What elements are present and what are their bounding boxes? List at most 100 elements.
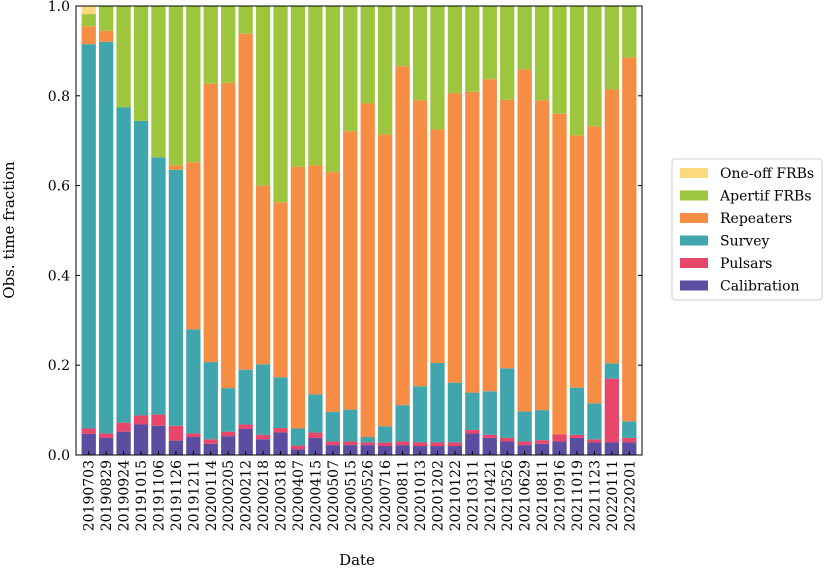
bar-segment-pulsars-20200318 [273, 428, 288, 433]
x-tick-label: 20200507 [326, 460, 342, 531]
x-tick-label: 20190829 [99, 460, 115, 531]
bar-segment-calibration-20191106 [151, 425, 166, 455]
legend-swatch-repeaters [680, 213, 708, 223]
bar-segment-apertif-frbs-20210421 [482, 6, 497, 80]
bar-segment-repeaters-20220201 [622, 57, 637, 422]
x-tick-label: 20210122 [448, 460, 464, 531]
bar-segment-pulsars-20191015 [133, 415, 149, 425]
bar-segment-calibration-20191015 [133, 424, 149, 455]
bar-segment-repeaters-20190829 [99, 30, 114, 42]
bar-segment-pulsars-20200526 [360, 442, 375, 446]
bar-segment-apertif-frbs-20210916 [552, 6, 567, 114]
bar-segment-pulsars-20210122 [447, 442, 463, 447]
bar-segment-survey-20200205 [221, 388, 236, 432]
bar-segment-calibration-20191126 [168, 440, 184, 455]
x-tick-label: 20200716 [378, 460, 394, 531]
bar-segment-apertif-frbs-20210629 [517, 6, 532, 70]
bar-segment-apertif-frbs-20211123 [587, 6, 602, 127]
bar-segment-pulsars-20200415 [308, 432, 323, 438]
bar-segment-pulsars-20201013 [412, 442, 428, 447]
legend-label-pulsars: Pulsars [720, 256, 772, 272]
bar-segment-repeaters-20211123 [587, 126, 602, 404]
y-tick-label: 0.0 [48, 448, 70, 464]
bar-segment-survey-20200318 [273, 377, 288, 429]
bar-segment-pulsars-20190829 [99, 433, 114, 438]
bar-segment-calibration-20200716 [378, 446, 393, 455]
x-tick-label: 20210311 [465, 460, 481, 531]
legend-swatch-one-off-frbs [680, 168, 708, 178]
bar-segment-apertif-frbs-20201013 [412, 6, 428, 101]
bar-segment-pulsars-20190924 [116, 422, 131, 432]
bar-segment-apertif-frbs-20200811 [395, 6, 410, 67]
bar-segment-repeaters-20220111 [604, 89, 619, 364]
x-tick-label: 20200407 [291, 460, 307, 531]
legend-label-survey: Survey [720, 234, 769, 250]
bar-segment-survey-20211019 [569, 387, 585, 435]
bar-segment-apertif-frbs-20200212 [238, 6, 253, 34]
bar-segment-repeaters-20210916 [552, 113, 567, 435]
bar-segment-calibration-20200415 [308, 437, 323, 455]
x-tick-label: 20210916 [553, 460, 569, 531]
bar-segment-calibration-20190829 [99, 437, 114, 455]
bar-segment-survey-20200114 [203, 362, 218, 440]
bar-segment-calibration-20210811 [534, 443, 550, 455]
bar-segment-calibration-20190703 [81, 433, 96, 455]
bar-segment-calibration-20191211 [186, 437, 201, 455]
bar-segment-survey-20191015 [133, 120, 149, 416]
bar-segment-apertif-frbs-20191106 [151, 6, 166, 158]
x-tick-label: 20220111 [605, 460, 621, 531]
x-tick-label: 20191106 [151, 460, 167, 531]
x-tick-label: 20191126 [169, 460, 185, 531]
bar-segment-apertif-frbs-20200205 [221, 6, 236, 83]
plot-frame [75, 5, 643, 456]
bar-segment-pulsars-20190703 [81, 428, 96, 434]
y-tick-label: 0.4 [48, 268, 70, 284]
bar-segment-calibration-20200318 [273, 432, 288, 455]
bar-segment-repeaters-20200515 [343, 131, 358, 410]
bar-segment-calibration-20210916 [552, 441, 567, 455]
bar-segment-apertif-frbs-20200218 [255, 6, 271, 186]
bar-segment-repeaters-20200114 [203, 83, 218, 363]
x-tick-label: 20190924 [117, 460, 133, 531]
bar-segment-pulsars-20191211 [186, 433, 201, 438]
bar-segment-repeaters-20200716 [378, 134, 393, 427]
y-tick-label: 0.8 [48, 89, 70, 105]
bar-segment-calibration-20200811 [395, 445, 410, 455]
bar-segment-repeaters-20200507 [325, 172, 340, 412]
bar-segment-repeaters-20200212 [238, 33, 253, 370]
bar-segment-calibration-20200205 [221, 436, 236, 455]
bar-segment-survey-20200811 [395, 405, 410, 442]
x-axis: 20190703 20190829 20190924 20191015 20191106… [82, 451, 638, 531]
bar-segment-pulsars-20200507 [325, 441, 340, 446]
bar-segment-pulsars-20210311 [465, 429, 480, 434]
bar-segment-apertif-frbs-20210811 [534, 6, 550, 101]
bar-segment-apertif-frbs-20191015 [133, 6, 149, 121]
x-tick-label: 20210421 [483, 460, 499, 531]
bar-segment-calibration-20210122 [447, 446, 463, 455]
bar-segment-repeaters-20200526 [360, 103, 375, 438]
x-tick-label: 20200212 [239, 460, 255, 531]
bar-segment-pulsars-20191106 [151, 414, 166, 426]
bar-segment-apertif-frbs-20210311 [465, 6, 480, 92]
y-tick-label: 0.6 [48, 179, 70, 195]
bar-segment-survey-20210629 [517, 411, 532, 442]
bar-segment-apertif-frbs-20200526 [360, 6, 375, 104]
bar-segment-pulsars-20200811 [395, 441, 410, 446]
bar-segment-survey-20200515 [343, 409, 358, 442]
x-tick-label: 20200526 [361, 460, 377, 531]
bar-segment-calibration-20200212 [238, 428, 253, 455]
bar-segment-pulsars-20200407 [290, 445, 306, 450]
y-tick-label: 0.2 [48, 358, 70, 374]
x-tick-label: 20200515 [343, 460, 359, 531]
legend-swatch-survey [680, 235, 708, 246]
bar-segment-pulsars-20220111 [604, 378, 619, 443]
bar-segment-apertif-frbs-20190924 [116, 6, 131, 108]
bar-segment-survey-20210421 [482, 391, 497, 435]
bar-segment-repeaters-20200218 [255, 185, 271, 365]
bar-segment-calibration-20201202 [430, 446, 445, 455]
bar-segment-apertif-frbs-20200114 [203, 6, 218, 84]
y-tick-label: 1.0 [48, 0, 70, 15]
bar-segment-repeaters-20201013 [412, 100, 428, 387]
bar-segment-survey-20200507 [325, 411, 340, 442]
